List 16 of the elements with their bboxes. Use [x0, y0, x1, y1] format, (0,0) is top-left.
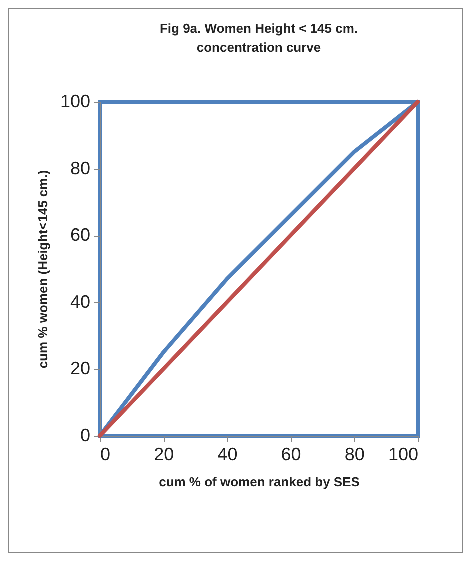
y-tick-label: 20	[70, 358, 90, 379]
x-tick-label: 40	[218, 444, 238, 464]
y-tick-label: 80	[70, 158, 90, 178]
chart-title: Fig 9a. Women Height < 145 cm.	[160, 21, 358, 36]
x-tick-label: 60	[281, 444, 302, 464]
y-tick-label: 60	[70, 225, 90, 246]
y-axis-title: cum % women (Height<145 cm.)	[35, 170, 50, 369]
x-tick-label: 0	[100, 444, 111, 464]
x-tick-label: 100	[388, 444, 418, 464]
y-tick-label: 0	[80, 426, 90, 446]
x-tick-label: 20	[154, 444, 174, 464]
y-tick-label: 40	[70, 292, 90, 312]
x-tick-label: 80	[344, 444, 365, 464]
y-tick-label: 100	[60, 92, 90, 112]
x-axis-title: cum % of women ranked by SES	[159, 474, 360, 490]
chart-subtitle: concentration curve	[196, 40, 322, 55]
